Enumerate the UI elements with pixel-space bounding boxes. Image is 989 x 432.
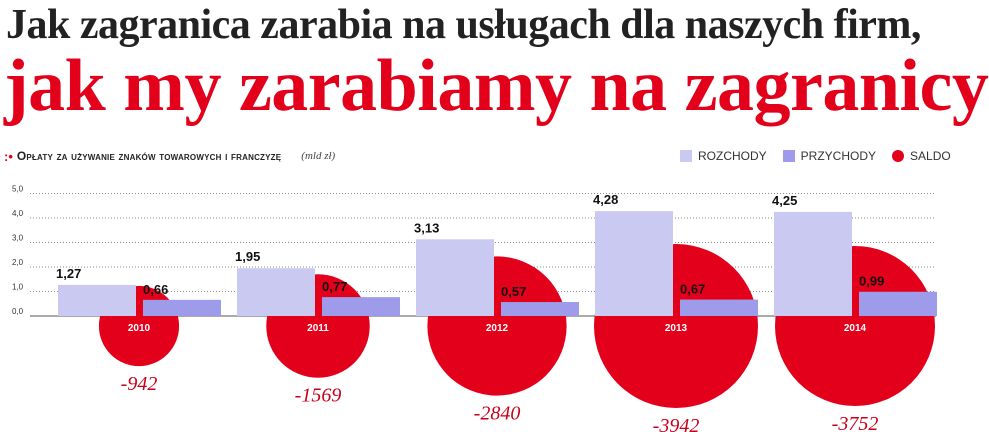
y-tick-label: 1,0 xyxy=(12,283,24,292)
value-label-przychody: 0,57 xyxy=(501,284,526,299)
y-tick-label: 2,0 xyxy=(12,258,24,267)
bar-przychody xyxy=(143,299,221,316)
legend-swatch-rozchody xyxy=(680,150,692,162)
bar-przychody xyxy=(501,302,579,316)
value-label-rozchody: 1,95 xyxy=(235,249,260,264)
bar-rozchody xyxy=(58,284,136,316)
y-tick-label: 4,0 xyxy=(12,209,24,218)
x-tick-label: 2011 xyxy=(307,323,329,334)
saldo-value-label: -3752 xyxy=(832,413,879,432)
value-label-przychody: 0,66 xyxy=(143,282,168,297)
legend-swatch-saldo xyxy=(892,150,905,162)
bar-rozchody xyxy=(416,239,494,316)
legend-swatch-przychody xyxy=(782,150,795,162)
title-line-1: Jak zagranica zarabia na usługach dla na… xyxy=(6,2,921,48)
chart-subtitle-text: Opłaty za używanie znaków towarowych i f… xyxy=(16,149,282,163)
saldo-value-label: -3942 xyxy=(653,415,700,432)
bar-przychody xyxy=(859,291,937,316)
legend-item-rozchody: ROZCHODY xyxy=(680,149,767,163)
y-tick-label: 0,0 xyxy=(12,307,24,316)
saldo-value-label: -1569 xyxy=(295,385,342,407)
saldo-value-label: -2840 xyxy=(474,403,521,425)
value-label-rozchody: 3,13 xyxy=(414,220,439,235)
bar-rozchody xyxy=(595,211,673,316)
legend-item-przychody: PRZYCHODY xyxy=(782,149,877,163)
value-label-rozchody: 1,27 xyxy=(56,266,81,281)
y-tick-label: 3,0 xyxy=(12,234,24,243)
x-tick-label: 2013 xyxy=(665,323,688,334)
value-label-przychody: 0,67 xyxy=(680,282,705,297)
title-line-2: jak my zarabiamy na zagranicy xyxy=(4,45,989,127)
legend: ROZCHODY PRZYCHODY SALDO xyxy=(680,146,967,166)
value-label-rozchody: 4,28 xyxy=(593,192,618,207)
bullet-icon: :• xyxy=(4,148,13,164)
value-label-rozchody: 4,25 xyxy=(772,193,797,208)
value-label-przychody: 0,99 xyxy=(859,274,884,289)
legend-label-saldo: SALDO xyxy=(910,149,951,163)
legend-label-przychody: PRZYCHODY xyxy=(800,149,877,163)
legend-label-rozchody: ROZCHODY xyxy=(698,149,767,163)
y-tick-label: 5,0 xyxy=(12,185,24,194)
legend-item-saldo: SALDO xyxy=(892,149,951,163)
chart-subtitle: :• Opłaty za używanie znaków towarowych … xyxy=(4,146,335,166)
saldo-value-label: -942 xyxy=(121,373,158,395)
value-label-przychody: 0,77 xyxy=(322,279,347,294)
x-tick-label: 2014 xyxy=(844,323,867,334)
bar-przychody xyxy=(322,297,400,316)
x-tick-label: 2010 xyxy=(128,323,151,334)
x-tick-label: 2012 xyxy=(486,323,509,334)
unit-label: (mld zł) xyxy=(301,150,336,162)
bar-rozchody xyxy=(774,211,852,316)
bar-rozchody xyxy=(237,268,315,316)
bar-przychody xyxy=(680,299,758,316)
